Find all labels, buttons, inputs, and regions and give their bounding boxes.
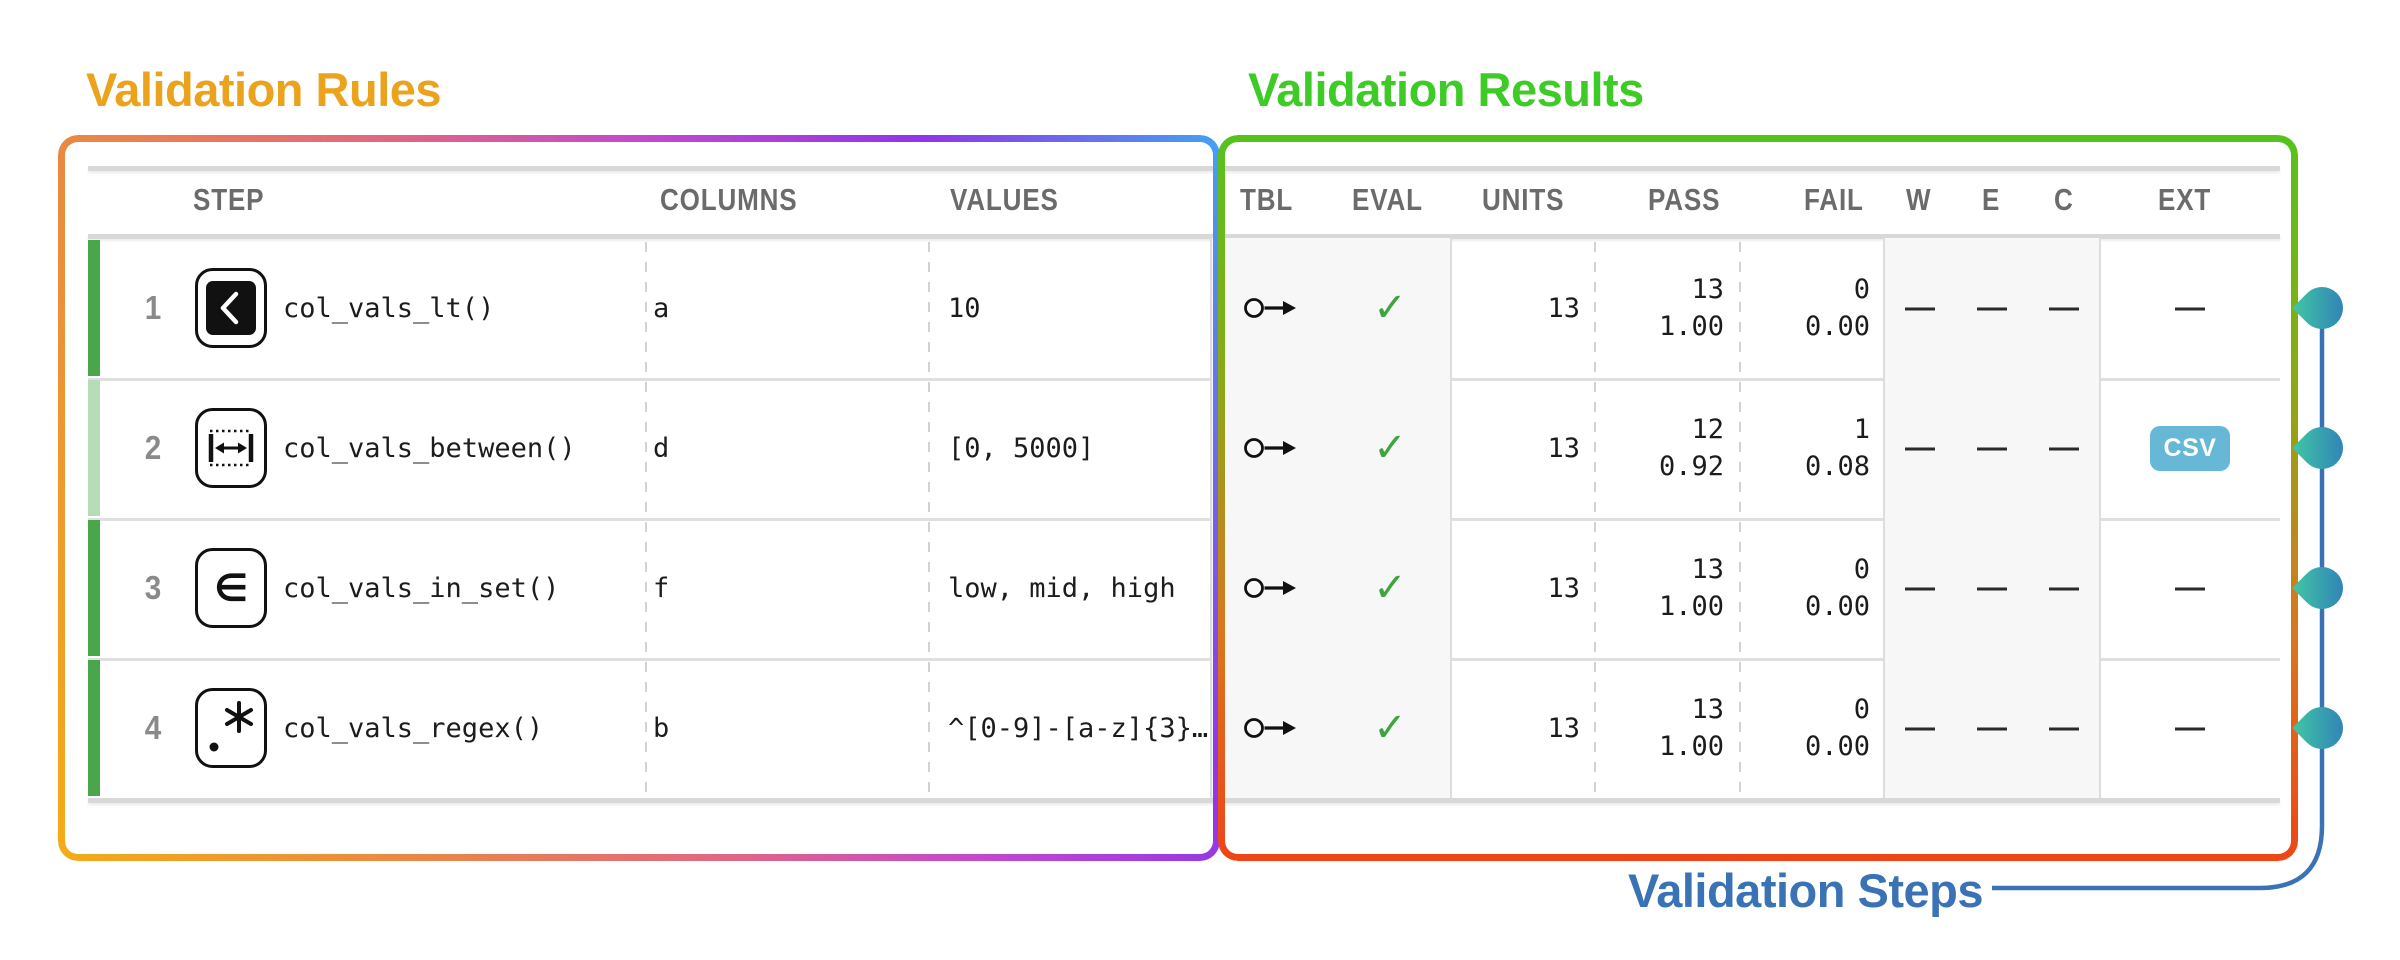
step-marker-icon xyxy=(2292,698,2352,758)
pass-values: 13 1.00 xyxy=(1658,694,1724,762)
header-columns: COLUMNS xyxy=(660,182,798,217)
step-number: 3 xyxy=(144,569,162,606)
header-units: UNITS xyxy=(1482,182,1565,217)
header-pass: PASS xyxy=(1648,182,1721,217)
fail-values: 0 0.00 xyxy=(1804,694,1870,762)
fail-values: 1 0.08 xyxy=(1804,414,1870,482)
values-value: 10 xyxy=(948,292,981,324)
header-e: E xyxy=(1982,182,2001,217)
step-marker-icon xyxy=(2292,278,2352,338)
warn-flag: — xyxy=(1905,711,1935,744)
table-pipeline-icon xyxy=(1238,238,1302,378)
regex-icon xyxy=(195,658,267,798)
status-bar xyxy=(88,380,100,516)
critical-flag: — xyxy=(2049,711,2079,744)
values-value: ^[0-9]-[a-z]{3}… xyxy=(948,712,1209,744)
pass-values: 13 1.00 xyxy=(1658,274,1724,342)
critical-flag: — xyxy=(2049,571,2079,604)
error-flag: — xyxy=(1977,711,2007,744)
csv-extract-button[interactable]: CSV xyxy=(2149,425,2231,471)
table-pipeline-icon xyxy=(1238,658,1302,798)
header-w: W xyxy=(1906,182,1932,217)
validation-function: col_vals_regex() xyxy=(283,712,544,744)
units-value: 13 xyxy=(1547,292,1580,324)
step-number: 1 xyxy=(144,289,162,326)
table-bottom-rule xyxy=(88,798,2280,803)
fail-values: 0 0.00 xyxy=(1804,554,1870,622)
extract-value: — xyxy=(2175,571,2205,604)
error-flag: — xyxy=(1977,431,2007,464)
fail-values: 0 0.00 xyxy=(1804,274,1870,342)
units-value: 13 xyxy=(1547,712,1580,744)
table-top-rule xyxy=(88,166,2280,171)
columns-value: d xyxy=(653,432,670,464)
values-value: [0, 5000] xyxy=(948,432,1095,464)
extract-value: — xyxy=(2175,291,2205,324)
extract-value: — xyxy=(2175,711,2205,744)
warn-flag: — xyxy=(1905,291,1935,324)
error-flag: — xyxy=(1977,291,2007,324)
status-bar xyxy=(88,520,100,656)
validation-function: col_vals_between() xyxy=(283,432,576,464)
svg-text:∈: ∈ xyxy=(214,566,248,610)
columns-value: f xyxy=(653,572,670,604)
step-marker-icon xyxy=(2292,558,2352,618)
table-pipeline-icon xyxy=(1238,378,1302,518)
values-value: low, mid, high xyxy=(948,572,1176,604)
between-icon xyxy=(195,378,267,518)
error-flag: — xyxy=(1977,571,2007,604)
table-row: 1 col_vals_lt() a 10 ✓ 13 13 1.00 0 0.00 —… xyxy=(88,238,2280,378)
header-fail: FAIL xyxy=(1804,182,1864,217)
header-step: STEP xyxy=(193,182,265,217)
columns-value: b xyxy=(653,712,670,744)
table-row: 3 ∈ col_vals_in_set() f low, mid, high ✓… xyxy=(88,518,2280,658)
in-set-icon: ∈ xyxy=(195,518,267,658)
critical-flag: — xyxy=(2049,291,2079,324)
validation-function: col_vals_lt() xyxy=(283,292,495,324)
header-eval: EVAL xyxy=(1352,182,1423,217)
validation-function: col_vals_in_set() xyxy=(283,572,560,604)
table-row: 2 col_vals_between() d [0, 5000] ✓ 13 12… xyxy=(88,378,2280,518)
eval-check-icon: ✓ xyxy=(1373,425,1407,471)
step-marker-icon xyxy=(2292,418,2352,478)
warn-flag: — xyxy=(1905,571,1935,604)
header-tbl: TBL xyxy=(1240,182,1294,217)
critical-flag: — xyxy=(2049,431,2079,464)
pass-values: 12 0.92 xyxy=(1658,414,1724,482)
pass-values: 13 1.00 xyxy=(1658,554,1724,622)
table-row: 4 col_vals_regex() b ^[0-9]-[a-z]{3}… ✓ … xyxy=(88,658,2280,798)
warn-flag: — xyxy=(1905,431,1935,464)
steps-title: Validation Steps xyxy=(1627,864,1984,917)
eval-check-icon: ✓ xyxy=(1373,705,1407,751)
columns-value: a xyxy=(653,292,670,324)
step-number: 2 xyxy=(144,429,162,466)
rules-title: Validation Rules xyxy=(86,63,442,116)
status-bar xyxy=(88,240,100,376)
units-value: 13 xyxy=(1547,432,1580,464)
status-bar xyxy=(88,660,100,796)
results-title: Validation Results xyxy=(1248,63,1644,116)
header-values: VALUES xyxy=(950,182,1059,217)
header-ext: EXT xyxy=(2158,182,2212,217)
step-number: 4 xyxy=(144,709,162,746)
table-pipeline-icon xyxy=(1238,518,1302,658)
units-value: 13 xyxy=(1547,572,1580,604)
header-c: C xyxy=(2054,182,2074,217)
less-than-icon xyxy=(195,238,267,378)
eval-check-icon: ✓ xyxy=(1373,285,1407,331)
eval-check-icon: ✓ xyxy=(1373,565,1407,611)
